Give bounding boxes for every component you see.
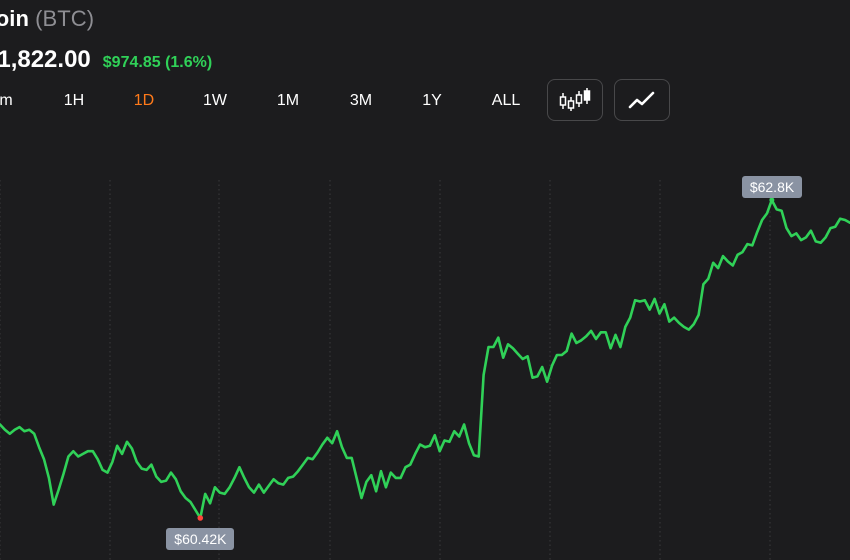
range-tab-1d[interactable]: 1D (133, 92, 155, 109)
asset-name: tcoin (0, 6, 30, 31)
low-price-label: $60.42K (166, 528, 235, 550)
range-tab-1w[interactable]: 1W (203, 92, 227, 109)
asset-ticker: (BTC) (35, 6, 95, 31)
price-chart-canvas (0, 180, 850, 560)
time-range-selector: m 1H 1D 1W 1M 3M 1Y ALL (0, 80, 850, 122)
price-chart: $62.8K $60.42K (0, 140, 850, 560)
candlestick-chart-button[interactable] (547, 79, 603, 121)
line-chart-button[interactable] (614, 79, 670, 121)
candlestick-chart-icon (559, 88, 591, 111)
high-point-marker (769, 197, 775, 203)
range-tab-all[interactable]: ALL (491, 92, 521, 109)
price-line (0, 198, 850, 520)
high-price-label: $62.8K (741, 176, 803, 198)
low-point-marker (197, 515, 204, 521)
range-tab-m[interactable]: m (0, 92, 13, 109)
range-tab-1h[interactable]: 1H (63, 92, 85, 109)
asset-title: tcoin(BTC) (0, 6, 94, 32)
range-tab-1y[interactable]: 1Y (422, 92, 442, 109)
price-row: 51,822.00 $974.85 (1.6%) (0, 46, 212, 74)
current-price: 51,822.00 (0, 46, 91, 73)
range-tab-3m[interactable]: 3M (349, 92, 373, 109)
line-chart-icon (628, 91, 655, 109)
range-tab-1m[interactable]: 1M (276, 92, 300, 109)
price-change: $974.85 (1.6%) (102, 54, 213, 71)
